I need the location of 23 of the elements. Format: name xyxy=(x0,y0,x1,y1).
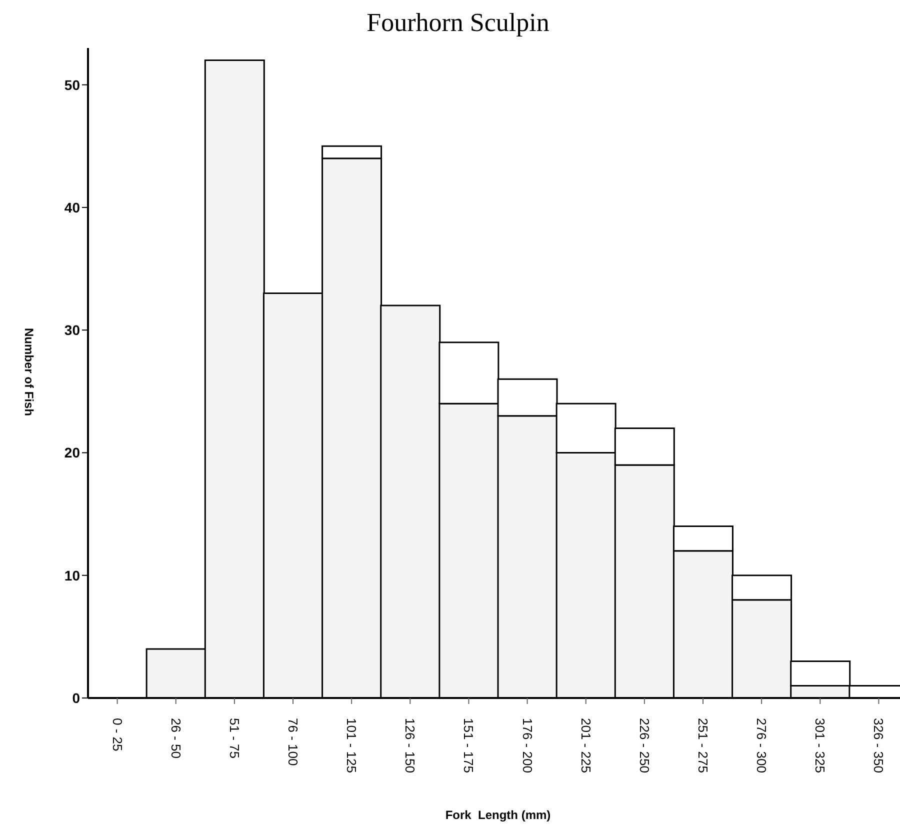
chart-title: Fourhorn Sculpin xyxy=(366,8,550,38)
y-axis-title: Number of Fish xyxy=(22,328,36,416)
y-tick-label: 30 xyxy=(64,322,80,338)
x-tick-label: 301 - 325 xyxy=(812,718,828,773)
x-tick-label: 101 - 125 xyxy=(344,718,360,773)
x-tick-label: 276 - 300 xyxy=(754,718,770,773)
x-tick-label: 76 - 100 xyxy=(286,718,300,766)
y-tick-label: 40 xyxy=(64,199,80,216)
x-tick-label: 26 - 50 xyxy=(168,718,184,758)
x-tick-label: 0 - 25 xyxy=(110,718,125,752)
y-tick-label: 20 xyxy=(64,444,80,461)
y-tick-label: 0 xyxy=(72,690,80,706)
x-axis-title: Fork Length (mm) xyxy=(444,808,552,822)
x-tick-label: 326 - 350 xyxy=(871,718,886,773)
x-tick-label: 251 - 275 xyxy=(696,718,710,773)
y-tick-label: 50 xyxy=(64,76,80,93)
x-tick-label: 226 - 250 xyxy=(636,718,652,773)
y-tick-label: 10 xyxy=(64,567,80,584)
x-tick-label: 51 - 75 xyxy=(226,718,242,758)
x-tick-label: 176 - 200 xyxy=(520,718,535,773)
x-tick-label: 151 - 175 xyxy=(461,718,476,773)
x-tick-label: 201 - 225 xyxy=(578,718,594,773)
x-tick-label: 126 - 150 xyxy=(402,718,418,773)
